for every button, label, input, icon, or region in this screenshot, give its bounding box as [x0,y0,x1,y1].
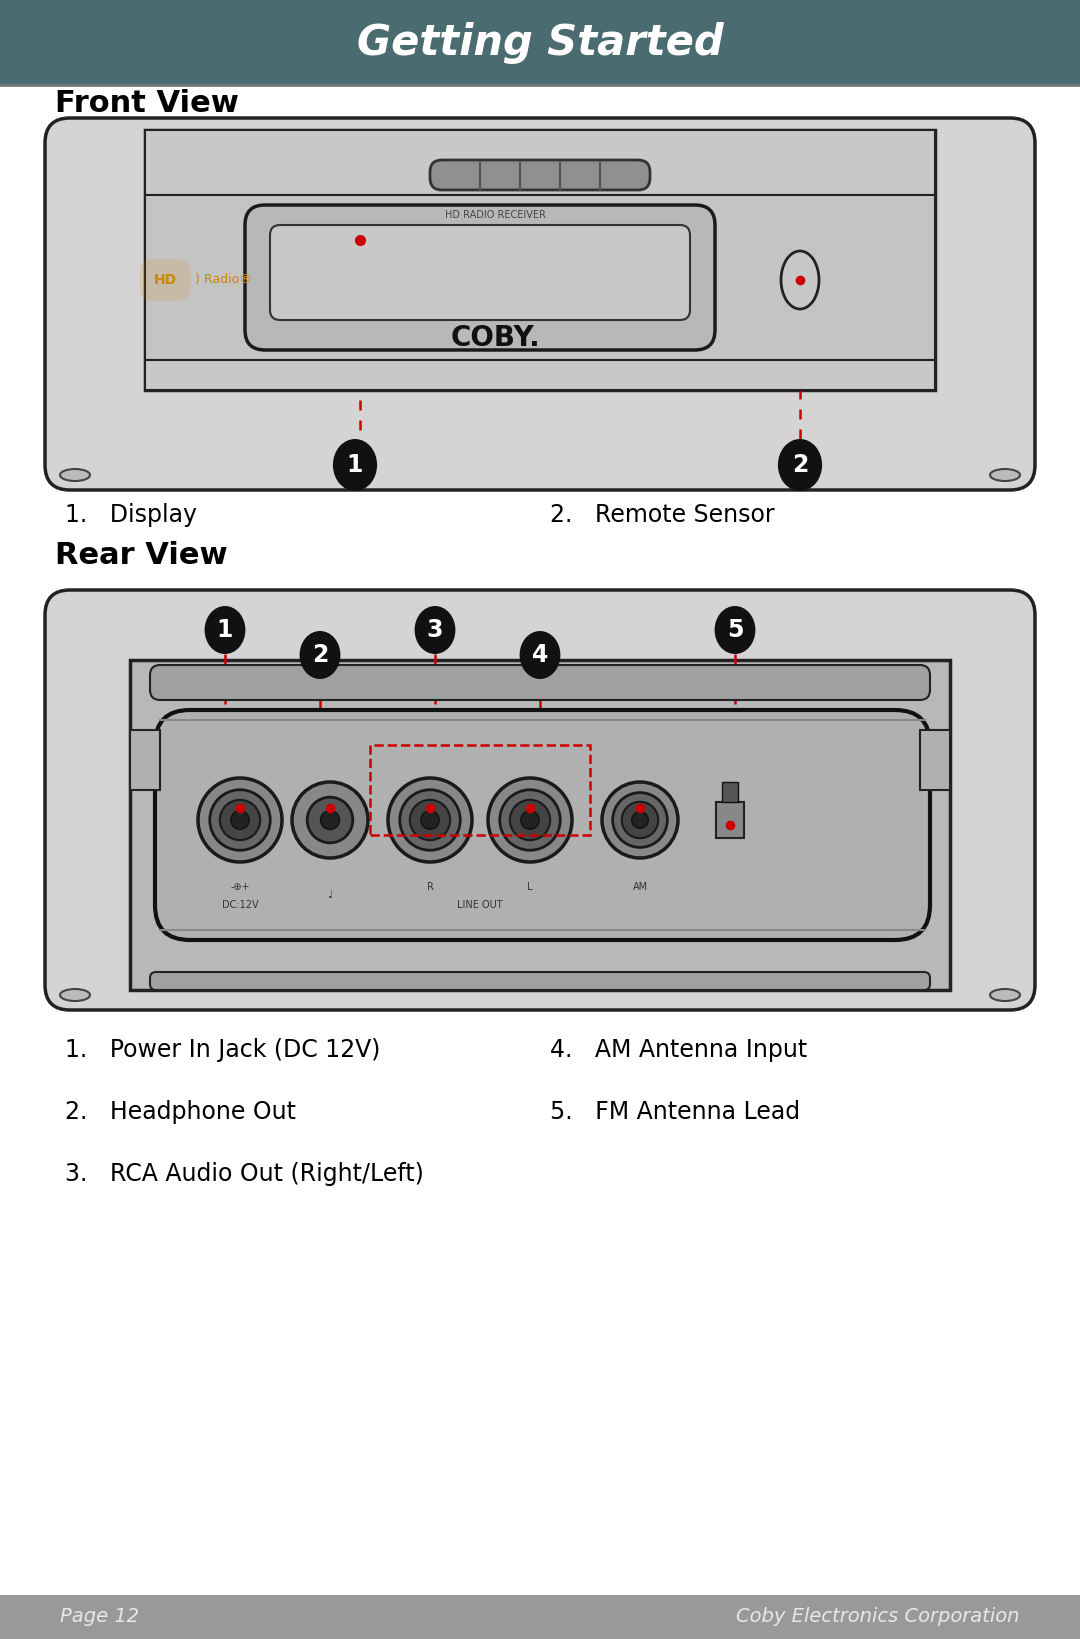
Circle shape [622,801,658,838]
Text: 3: 3 [427,618,443,642]
Bar [920,729,950,790]
Circle shape [388,779,472,862]
Text: 5: 5 [727,618,743,642]
FancyBboxPatch shape [245,205,715,351]
FancyBboxPatch shape [156,710,930,941]
Text: 1.   Display: 1. Display [65,503,197,528]
Text: 4: 4 [531,642,549,667]
Text: COBY.: COBY. [450,325,540,352]
Text: 1.   Power In Jack (DC 12V): 1. Power In Jack (DC 12V) [65,1037,380,1062]
Text: L: L [527,882,532,892]
FancyBboxPatch shape [150,972,930,990]
Circle shape [400,790,460,851]
Ellipse shape [299,631,340,679]
Circle shape [198,779,282,862]
Circle shape [409,800,450,841]
Circle shape [500,790,561,851]
Bar [145,195,935,361]
Circle shape [488,779,572,862]
Text: Front View: Front View [55,89,239,118]
Text: 5.   FM Antenna Lead: 5. FM Antenna Lead [550,1100,800,1124]
Circle shape [220,800,260,841]
Text: 4.   AM Antenna Input: 4. AM Antenna Input [550,1037,807,1062]
Bar [145,361,935,390]
Ellipse shape [990,988,1020,1001]
Text: Getting Started: Getting Started [356,21,724,64]
Circle shape [632,811,648,828]
Bar [716,801,744,838]
Text: 2.   Remote Sensor: 2. Remote Sensor [550,503,774,528]
Text: AM: AM [633,882,648,892]
Ellipse shape [778,439,822,492]
Bar [145,129,935,195]
FancyBboxPatch shape [45,118,1035,490]
Circle shape [421,811,440,829]
Text: 1: 1 [217,618,233,642]
Circle shape [231,811,249,829]
Ellipse shape [519,631,561,679]
Ellipse shape [333,439,377,492]
Circle shape [292,782,368,857]
Text: LINE OUT: LINE OUT [457,900,503,910]
Circle shape [612,793,667,847]
Bar [0,0,1080,85]
Bar [0,1595,1080,1639]
FancyBboxPatch shape [150,665,930,700]
Circle shape [510,800,550,841]
Ellipse shape [60,469,90,480]
Text: 2.   Headphone Out: 2. Headphone Out [65,1100,296,1124]
Text: DC:12V: DC:12V [221,900,258,910]
Circle shape [321,811,339,829]
Text: 2: 2 [312,642,328,667]
Text: R: R [427,882,433,892]
Text: Rear View: Rear View [55,541,228,569]
Text: Coby Electronics Corporation: Coby Electronics Corporation [737,1608,1020,1626]
Circle shape [307,797,353,842]
Circle shape [602,782,678,857]
Ellipse shape [990,469,1020,480]
Text: ) Radio®: ) Radio® [195,274,252,287]
Text: -⊕+: -⊕+ [230,882,249,892]
Circle shape [210,790,270,851]
Bar [130,661,950,990]
Bar [145,129,935,390]
FancyBboxPatch shape [45,590,1035,1010]
Text: HD RADIO RECEIVER: HD RADIO RECEIVER [445,210,545,220]
Ellipse shape [415,606,456,654]
Circle shape [521,811,539,829]
Text: ♩: ♩ [327,890,333,900]
Text: HD: HD [153,274,176,287]
Ellipse shape [781,251,819,310]
Ellipse shape [60,988,90,1001]
Bar [130,729,160,790]
Text: 2: 2 [792,452,808,477]
Bar [370,746,590,834]
FancyBboxPatch shape [430,161,650,190]
FancyBboxPatch shape [270,225,690,320]
Ellipse shape [715,606,755,654]
Text: Page 12: Page 12 [60,1608,139,1626]
Text: 3.   RCA Audio Out (Right/Left): 3. RCA Audio Out (Right/Left) [65,1162,423,1187]
Bar [723,782,738,801]
Ellipse shape [204,606,245,654]
Text: 1: 1 [347,452,363,477]
